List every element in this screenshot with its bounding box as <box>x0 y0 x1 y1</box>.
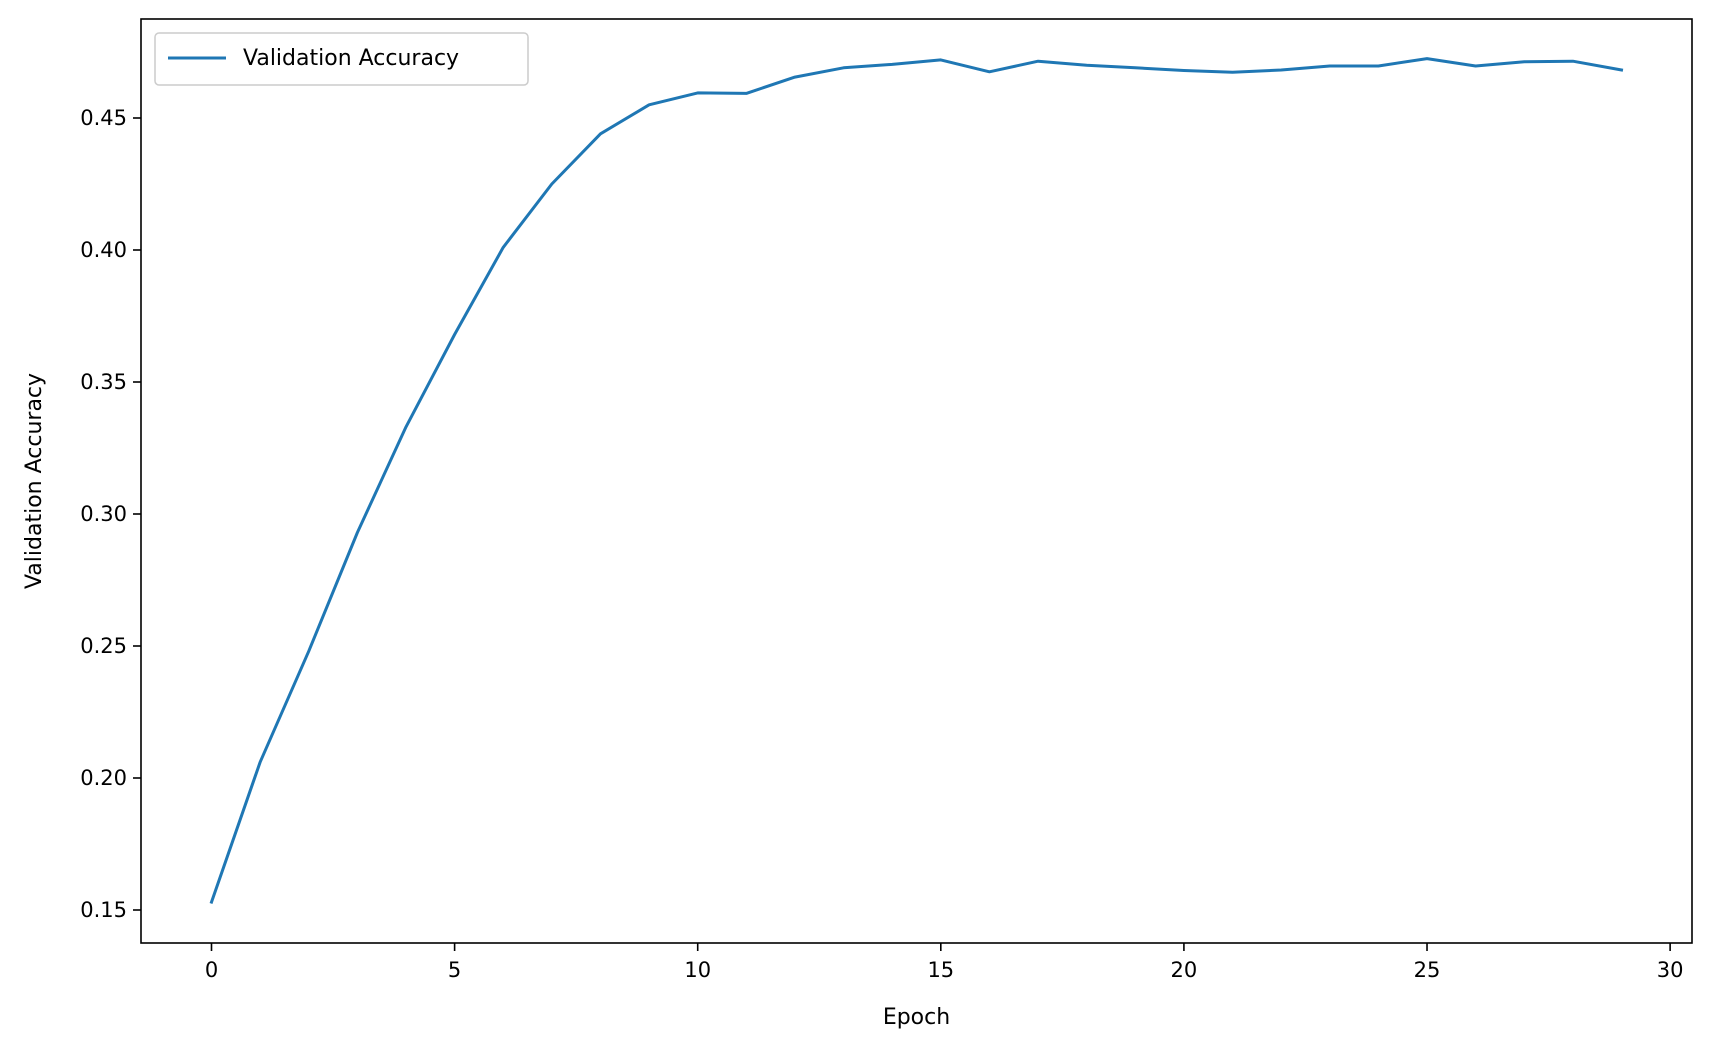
y-tick-label: 0.20 <box>80 766 127 790</box>
legend-label: Validation Accuracy <box>243 46 459 71</box>
legend: Validation Accuracy <box>154 32 529 86</box>
x-tick-label: 15 <box>927 958 954 982</box>
plot-area <box>140 18 1693 944</box>
x-tick-label: 20 <box>1171 958 1198 982</box>
x-tick-label: 30 <box>1657 958 1684 982</box>
y-tick-label: 0.25 <box>80 634 127 658</box>
x-tick-label: 10 <box>684 958 711 982</box>
series-line <box>209 57 1624 905</box>
legend-box <box>154 32 529 86</box>
y-tick-label: 0.30 <box>80 502 127 526</box>
y-tick-label: 0.45 <box>80 106 127 130</box>
y-tick-label: 0.15 <box>80 898 127 922</box>
y-tick-label: 0.35 <box>80 370 127 394</box>
x-tick-label: 0 <box>205 958 218 982</box>
y-axis-ticks: 0.15 0.20 0.25 0.30 0.35 0.40 0.45 <box>80 106 141 922</box>
axes: 0 5 10 15 20 25 30 0.15 0.20 0.25 0.30 0.35 0.40 0.4… <box>80 18 1693 982</box>
y-axis-label: Validation Accuracy <box>22 373 47 589</box>
x-tick-label: 5 <box>448 958 461 982</box>
series-layer <box>209 57 1624 905</box>
y-tick-label: 0.40 <box>80 238 127 262</box>
x-axis-ticks: 0 5 10 15 20 25 30 <box>205 943 1684 982</box>
x-axis-label: Epoch <box>883 1005 950 1030</box>
x-tick-label: 25 <box>1414 958 1441 982</box>
